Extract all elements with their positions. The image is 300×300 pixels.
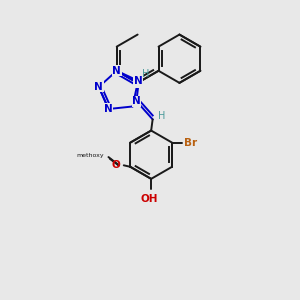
Text: N: N: [112, 66, 121, 76]
Text: N: N: [133, 78, 142, 88]
Text: N: N: [104, 104, 113, 114]
Text: Br: Br: [184, 138, 197, 148]
Text: N: N: [94, 82, 103, 92]
Text: O: O: [112, 160, 120, 170]
Text: N: N: [134, 76, 142, 85]
Text: H: H: [142, 69, 150, 79]
Text: OH: OH: [140, 194, 158, 204]
Text: methoxy: methoxy: [76, 152, 104, 158]
Text: N: N: [132, 96, 141, 106]
Text: N: N: [112, 66, 121, 76]
Text: H: H: [158, 111, 165, 121]
